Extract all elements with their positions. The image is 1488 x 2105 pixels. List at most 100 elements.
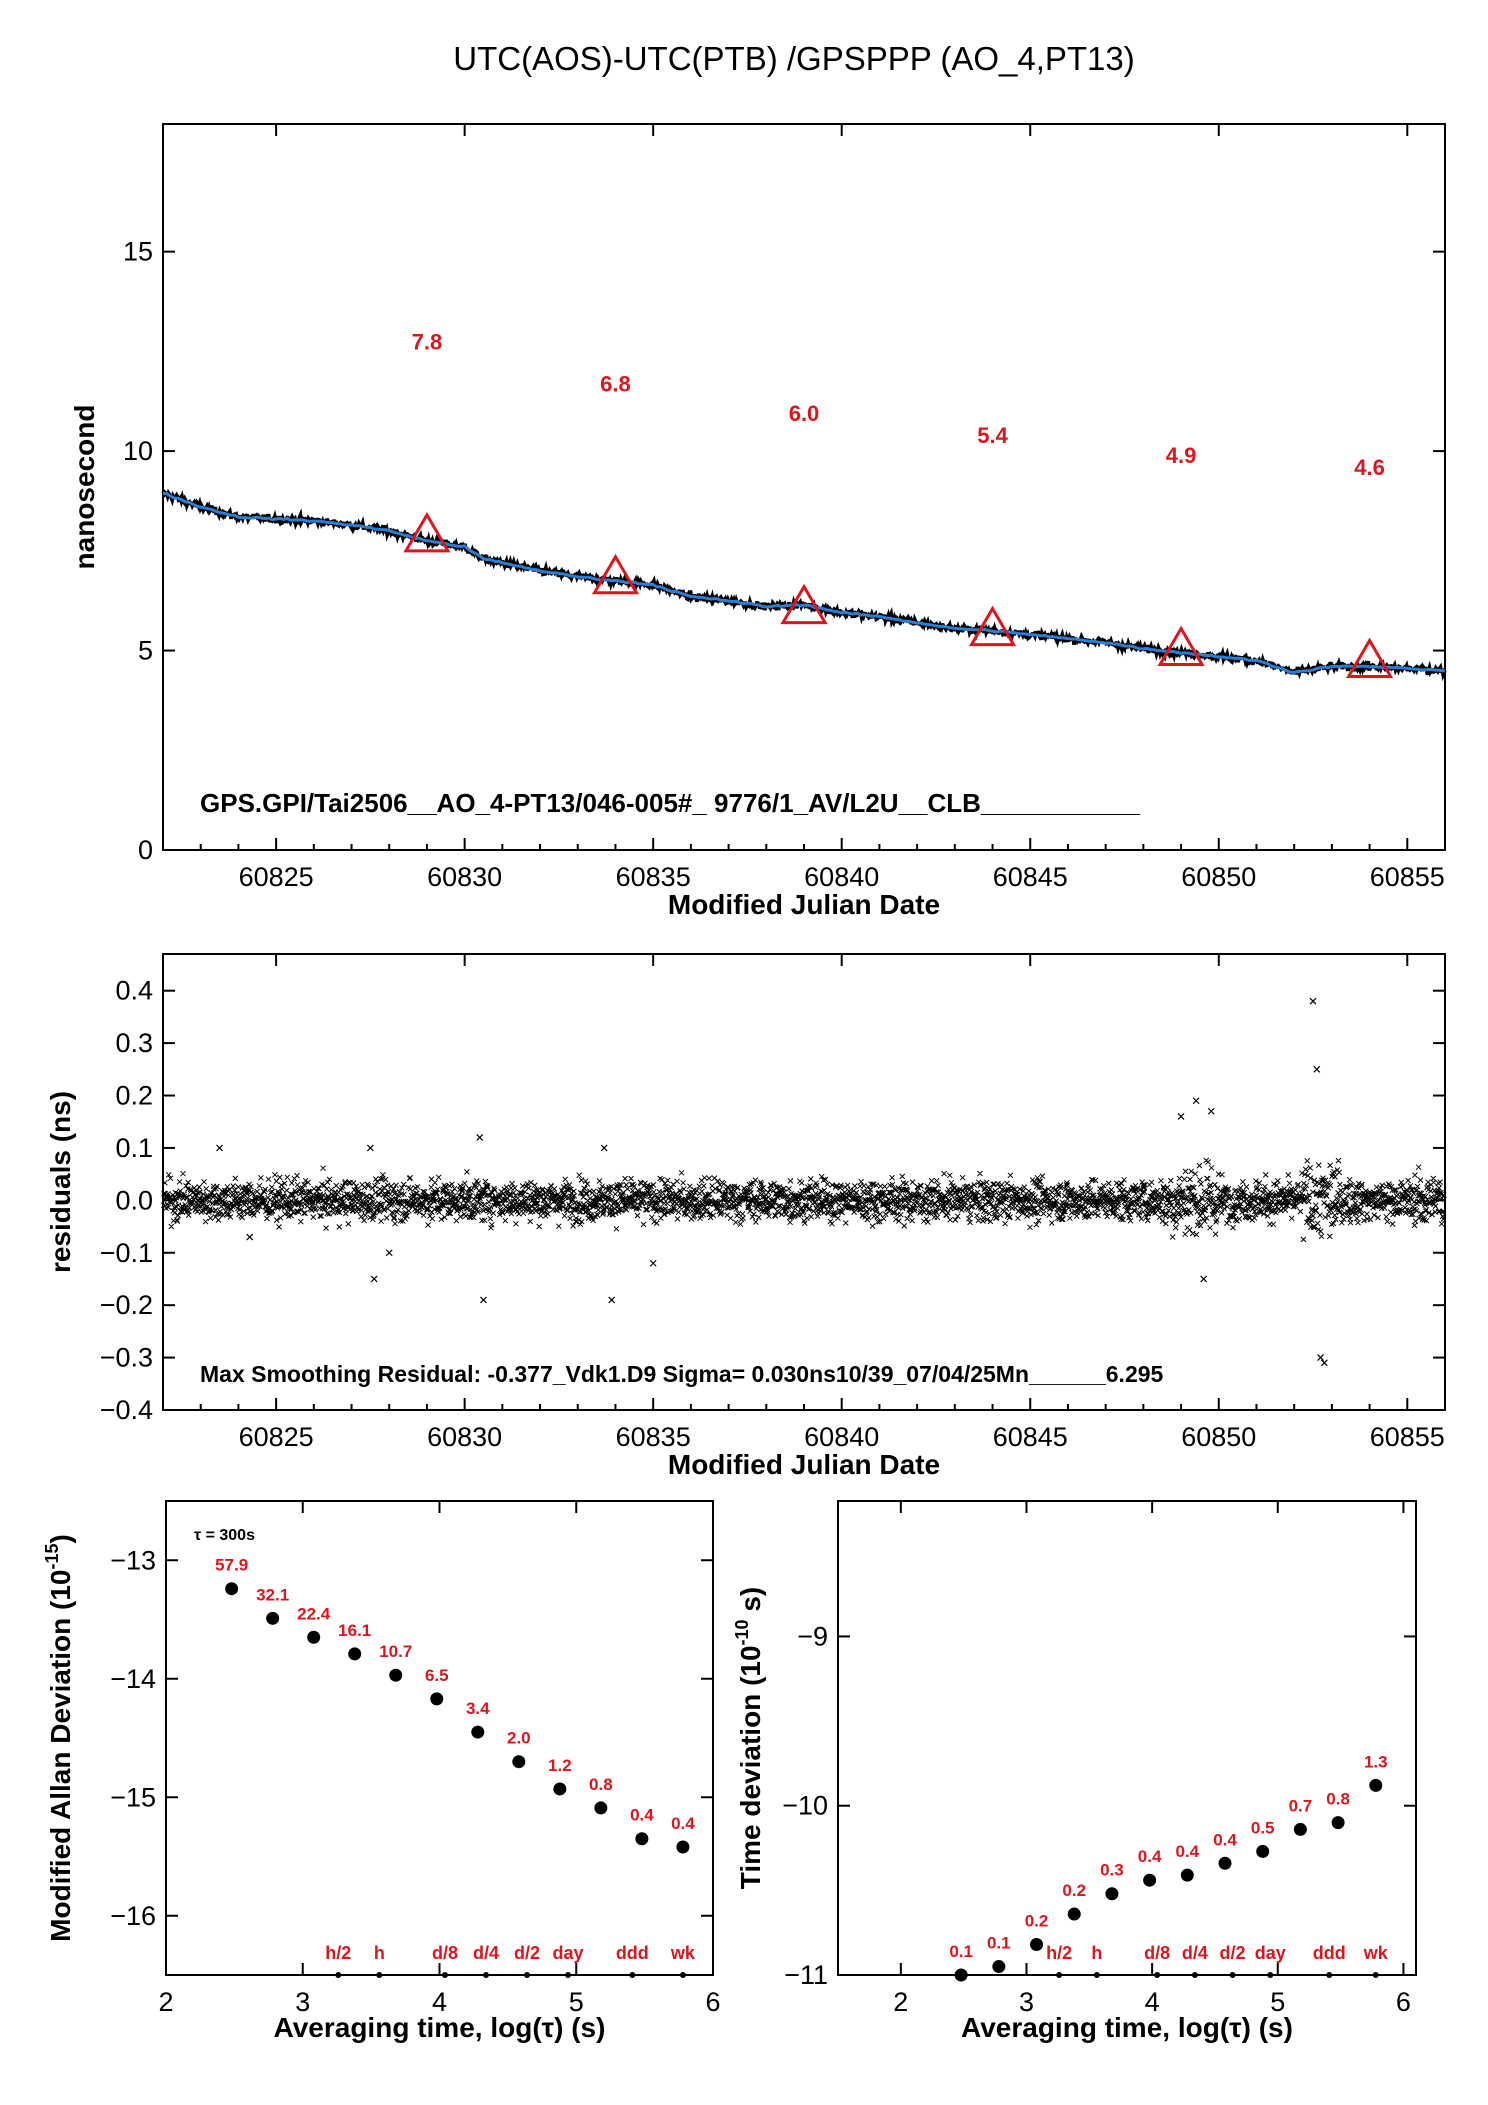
deviation-point <box>512 1755 526 1769</box>
period-label: h <box>374 1943 385 1963</box>
deviation-value-label: 16.1 <box>338 1621 371 1640</box>
x-tick-label: 60840 <box>804 1422 879 1452</box>
x-axis-label: Averaging time, log(τ) (s) <box>274 2012 606 2043</box>
deviation-point <box>225 1582 239 1596</box>
x-tick-label: 60825 <box>239 1422 314 1452</box>
deviation-value-label: 3.4 <box>466 1699 490 1718</box>
period-marker <box>629 1972 636 1978</box>
y-tick-label: −16 <box>110 1901 156 1931</box>
deviation-point <box>1143 1873 1157 1887</box>
y-tick-label: −14 <box>110 1664 156 1694</box>
x-tick-label: 3 <box>295 1987 310 2017</box>
period-marker <box>1326 1972 1333 1978</box>
triangle-marker <box>591 553 640 595</box>
plot-frame <box>162 123 1446 851</box>
deviation-value-label: 0.1 <box>987 1934 1011 1953</box>
y-tick-label: −0.1 <box>100 1238 153 1268</box>
deviation-point <box>348 1647 362 1661</box>
y-tick-label: 0 <box>138 835 153 865</box>
triangle-marker <box>403 511 451 553</box>
x-axis-label: Modified Julian Date <box>668 889 940 920</box>
deviation-value-label: 1.2 <box>548 1756 572 1775</box>
triangle-value-label: 6.8 <box>600 371 631 396</box>
deviation-value-label: 0.8 <box>1326 1790 1350 1809</box>
triangle-value-label: 7.8 <box>412 329 443 354</box>
period-label: d/8 <box>432 1943 458 1963</box>
x-tick-label: 60845 <box>993 1422 1068 1452</box>
deviation-point <box>389 1668 403 1682</box>
x-tick-label: 60825 <box>239 862 314 892</box>
triangle-marker <box>1345 637 1394 679</box>
y-axis-label: Modified Allan Deviation (10-15) <box>42 1534 76 1942</box>
y-axis-label: Time deviation (10-10 s) <box>732 1587 766 1890</box>
deviation-value-label: 0.8 <box>589 1775 613 1794</box>
deviation-value-label: 0.4 <box>1138 1847 1162 1866</box>
triangle-value-label: 6.0 <box>789 401 820 426</box>
y-tick-label: −13 <box>110 1545 156 1575</box>
y-tick-label: −0.2 <box>100 1290 153 1320</box>
deviation-point <box>1369 1778 1383 1792</box>
period-marker <box>524 1972 531 1978</box>
y-axis-label: nanosecond <box>69 405 100 570</box>
y-tick-label: 10 <box>123 436 153 466</box>
triangle-value-label: 4.6 <box>1354 455 1385 480</box>
triangle-value-label: 5.4 <box>977 423 1008 448</box>
period-label: ddd <box>616 1943 649 1963</box>
period-marker <box>335 1972 342 1978</box>
x-tick-label: 60830 <box>427 1422 502 1452</box>
deviation-value-label: 57.9 <box>215 1556 248 1575</box>
deviation-value-label: 22.4 <box>297 1604 331 1623</box>
x-tick-label: 60830 <box>427 862 502 892</box>
y-tick-label: −15 <box>110 1782 156 1812</box>
deviation-value-label: 32.1 <box>256 1585 289 1604</box>
deviation-point <box>1030 1938 1044 1952</box>
figure-title: UTC(AOS)-UTC(PTB) /GPSPPP (AO_4,PT13) <box>453 40 1135 77</box>
period-marker <box>441 1972 448 1978</box>
x-axis-label: Modified Julian Date <box>668 1449 940 1480</box>
y-tick-label: 5 <box>138 636 153 666</box>
y-tick-label: −0.3 <box>100 1343 153 1373</box>
period-marker <box>1093 1972 1100 1978</box>
x-tick-label: 60855 <box>1370 1422 1445 1452</box>
period-label: d/8 <box>1144 1943 1170 1963</box>
deviation-point <box>430 1692 444 1706</box>
offset-panel: 60825 60830 60835 60840 60845 60850 60855 0 5 10 1… <box>69 123 1447 920</box>
deviation-point <box>1256 1844 1270 1858</box>
x-tick-label: 60845 <box>993 862 1068 892</box>
y-tick-label: 0.2 <box>115 1081 153 1111</box>
triangle-marker <box>780 583 828 625</box>
x-tick-label: 2 <box>158 1987 173 2017</box>
period-marker <box>679 1972 686 1978</box>
x-tick-label: 2 <box>893 1987 908 2017</box>
period-label: h/2 <box>1046 1943 1072 1963</box>
deviation-point <box>1105 1887 1119 1901</box>
deviation-value-label: 0.3 <box>1100 1861 1124 1880</box>
period-marker <box>482 1972 489 1978</box>
x-tick-label: 5 <box>569 1987 584 2017</box>
mdev-panel: 2 3 4 5 6 −16 −15 −14 −13 Averaging time, log(τ) … <box>42 1500 721 2043</box>
y-tick-label: −10 <box>782 1791 828 1821</box>
period-label: d/2 <box>1220 1943 1246 1963</box>
residual-outliers <box>216 997 1328 1367</box>
deviation-point <box>676 1840 690 1854</box>
y-tick-label: 0.4 <box>115 976 153 1006</box>
x-tick-label: 60835 <box>616 1422 691 1452</box>
deviation-point <box>992 1960 1006 1974</box>
deviation-point <box>1180 1868 1194 1882</box>
x-tick-label: 60850 <box>1181 1422 1256 1452</box>
deviation-point <box>1293 1822 1307 1836</box>
deviation-value-label: 2.0 <box>507 1729 531 1748</box>
deviation-point <box>594 1801 608 1815</box>
deviation-value-label: 0.7 <box>1289 1796 1313 1815</box>
x-tick-label: 60850 <box>1181 862 1256 892</box>
x-tick-label: 6 <box>705 1987 720 2017</box>
residual-points <box>160 1157 1447 1243</box>
period-marker <box>1267 1972 1274 1978</box>
triangle-marker <box>968 605 1017 647</box>
deviation-point <box>1331 1816 1345 1830</box>
tdev-panel: 2 3 4 5 6 −11 −10 −9 Averaging time, log(τ) (s) T… <box>732 1500 1417 2043</box>
deviation-value-label: 0.4 <box>630 1806 654 1825</box>
deviation-value-label: 0.4 <box>671 1814 695 1833</box>
deviation-point <box>954 1968 968 1982</box>
